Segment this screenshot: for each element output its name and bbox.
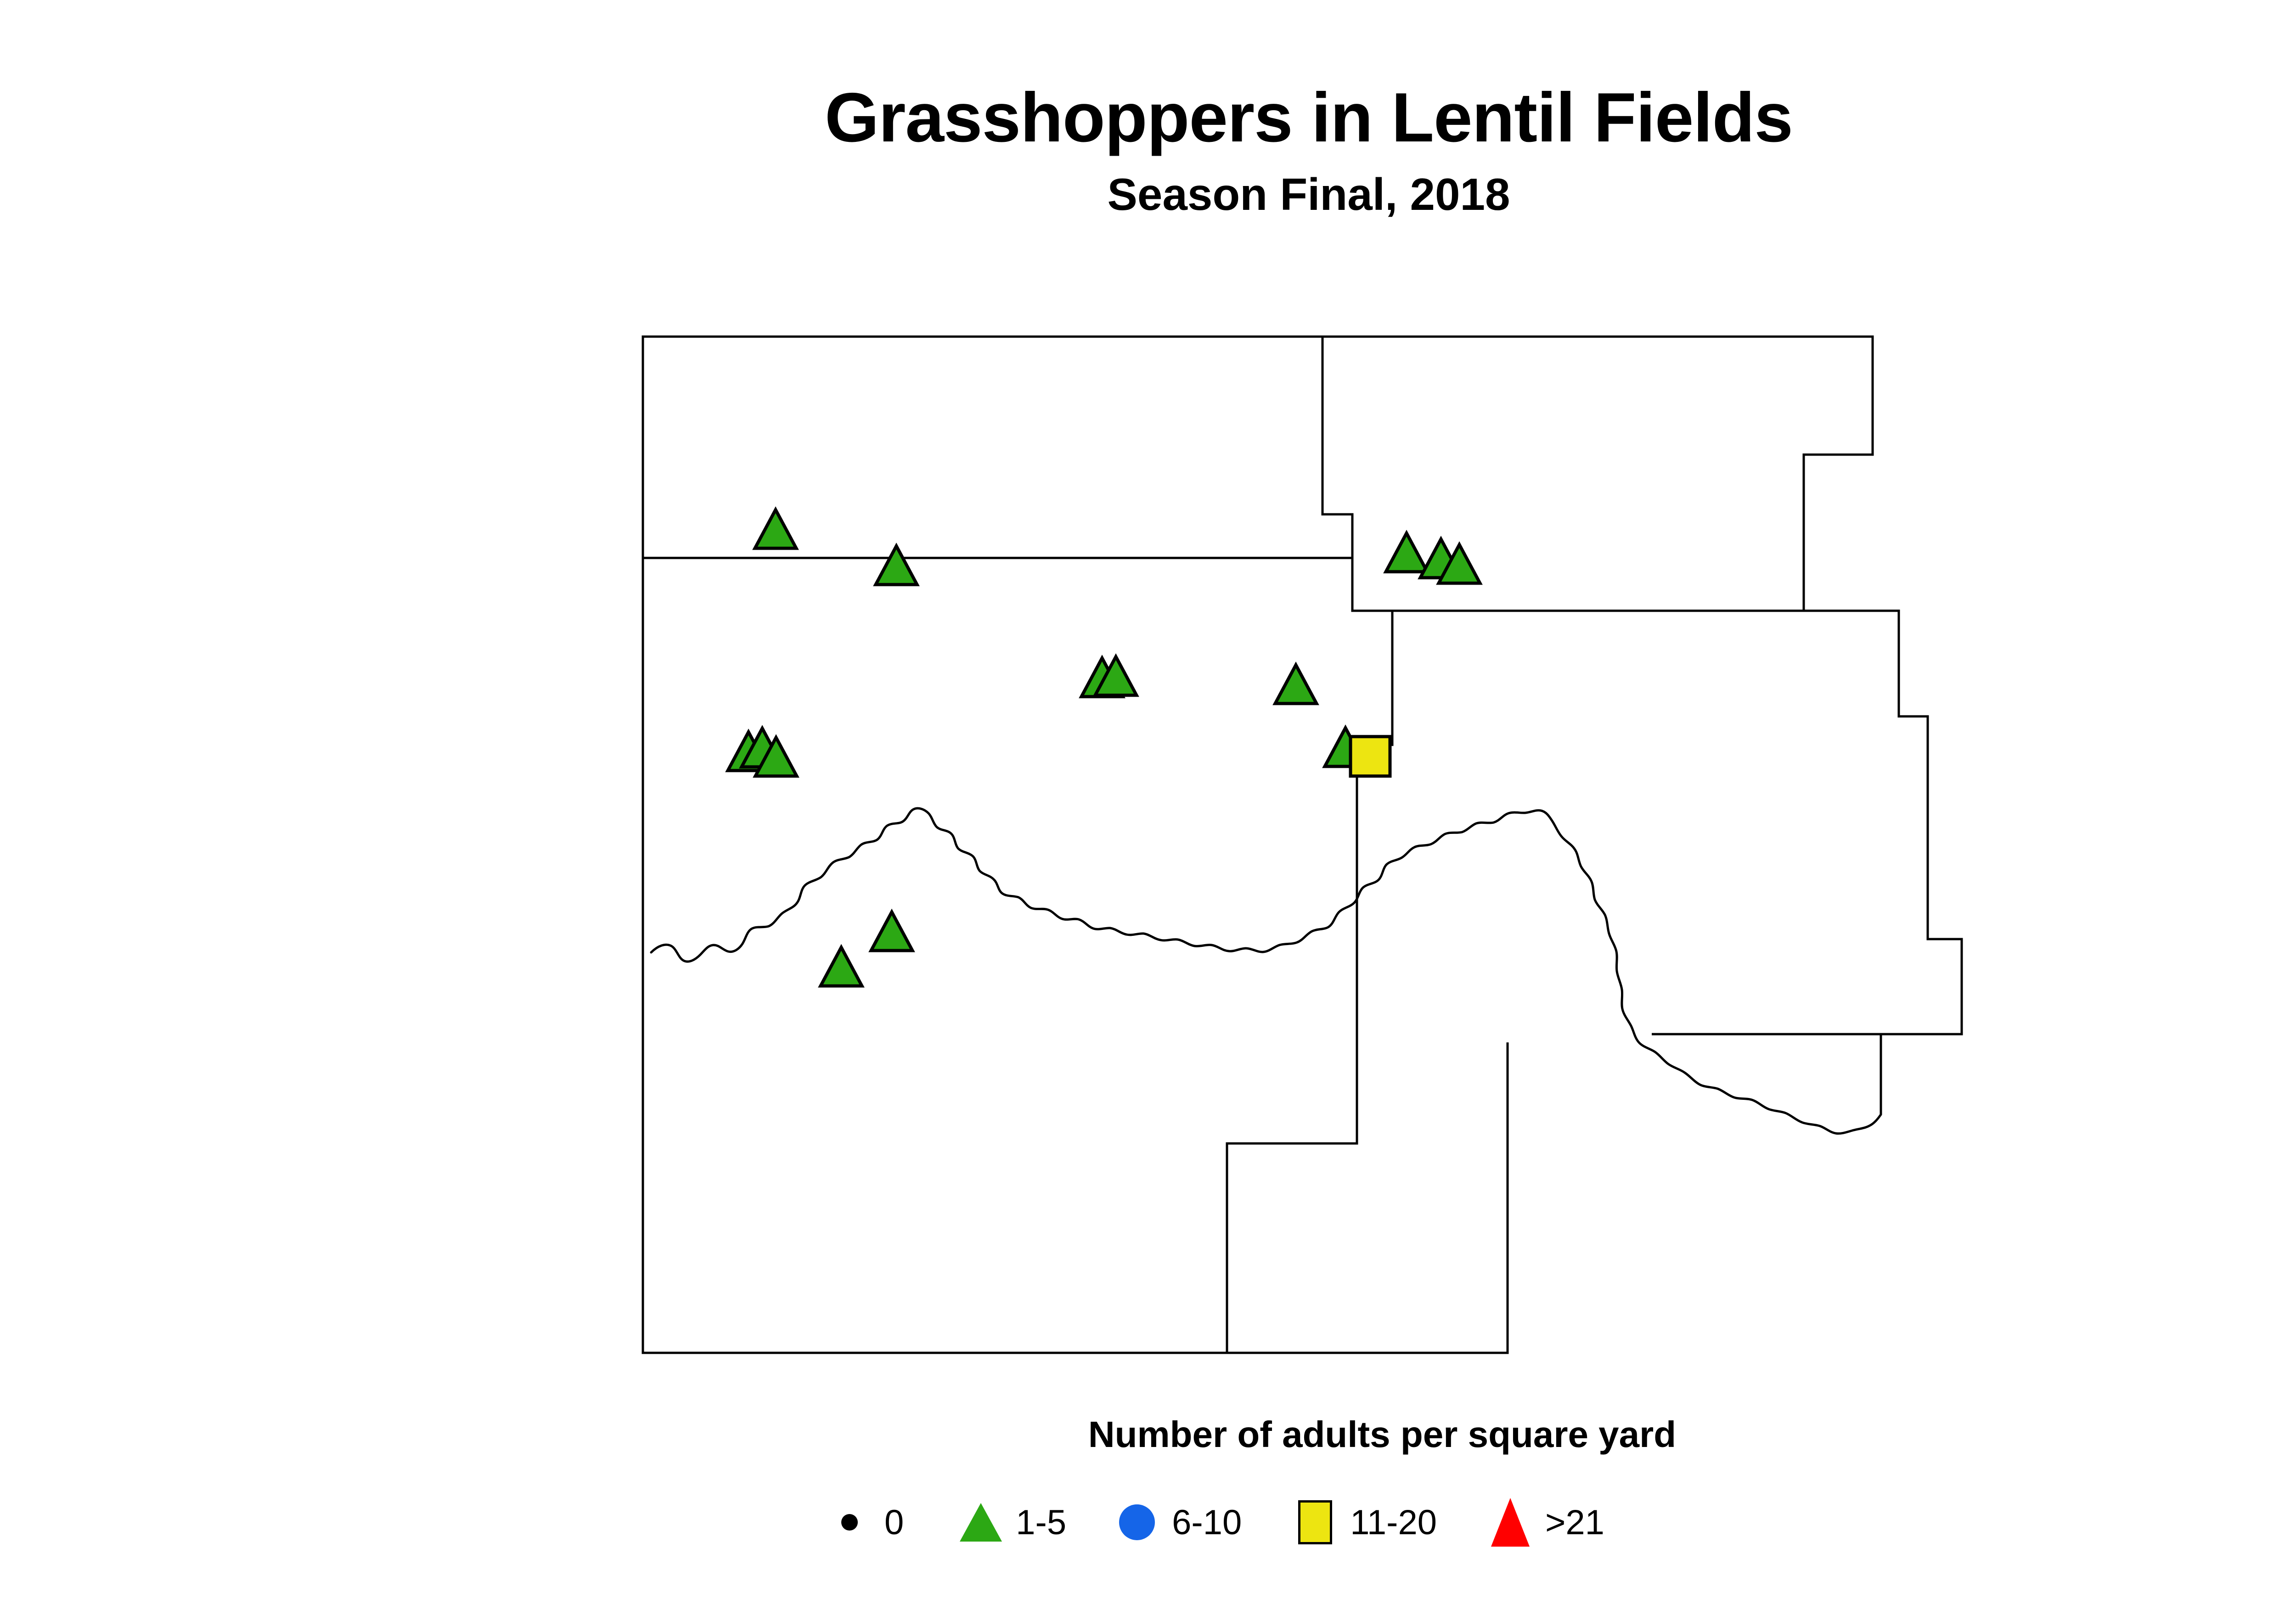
red-triangle-icon <box>1478 1492 1542 1552</box>
legend-item-11-20[interactable]: 11-20 <box>1283 1492 1437 1552</box>
green-triangle-icon <box>949 1492 1013 1552</box>
legend-item-1-5[interactable]: 1-5 <box>949 1492 1066 1552</box>
legend-item-0[interactable]: 0 <box>817 1492 904 1552</box>
marker-green-triangle <box>818 944 865 988</box>
legend-item-over-21[interactable]: >21 <box>1478 1492 1604 1552</box>
southeast-block-outline <box>1880 1033 1962 1115</box>
blue-circle-icon <box>1105 1492 1169 1552</box>
legend: 0 1-5 6-10 11-20 >21 <box>817 1492 1604 1552</box>
marker-green-triangle <box>1322 724 1369 768</box>
legend-title: Number of adults per square yard <box>1088 1414 1677 1455</box>
marker-green-triangle <box>1092 653 1139 697</box>
south-central-divider <box>1227 1042 1509 1354</box>
legend-item-6-10[interactable]: 6-10 <box>1105 1492 1242 1552</box>
marker-green-triangle <box>752 506 799 550</box>
dot-icon <box>817 1492 882 1552</box>
marker-green-triangle <box>1383 529 1430 574</box>
central-county-outline <box>642 557 1394 1354</box>
northeast-county-outline <box>1321 335 1874 612</box>
river-east-segment <box>1385 809 1882 1135</box>
legend-label-1-5: 1-5 <box>1016 1503 1067 1542</box>
marker-green-triangle <box>1272 661 1319 705</box>
legend-label-over-21: >21 <box>1545 1503 1604 1542</box>
marker-green-triangle <box>725 728 772 772</box>
legend-label-6-10: 6-10 <box>1172 1503 1242 1542</box>
marker-green-triangle <box>868 908 915 952</box>
legend-label-0: 0 <box>884 1503 904 1542</box>
river-west-segment <box>650 807 1388 963</box>
survey-markers <box>725 506 1483 988</box>
marker-green-triangle <box>873 542 920 586</box>
legend-label-11-20: 11-20 <box>1350 1503 1437 1542</box>
marker-green-triangle <box>753 734 799 778</box>
page-subtitle: Season Final, 2018 <box>1107 169 1510 220</box>
marker-green-triangle <box>1436 541 1483 585</box>
title-block: Grasshoppers in Lentil Fields Season Fin… <box>0 83 2296 217</box>
marker-green-triangle <box>1418 535 1464 580</box>
page-title: Grasshoppers in Lentil Fields <box>825 79 1793 157</box>
marker-green-triangle <box>739 725 786 769</box>
marker-green-triangle <box>1079 654 1125 698</box>
yellow-square-icon <box>1283 1492 1347 1552</box>
east-county-boundary <box>1652 609 1963 1036</box>
west-county-outline <box>642 335 1354 559</box>
marker-yellow-square <box>1349 735 1392 778</box>
